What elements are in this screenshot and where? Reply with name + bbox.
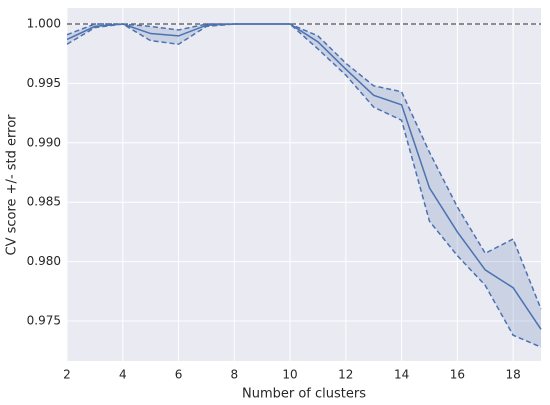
x-axis-label: Number of clusters xyxy=(242,387,366,402)
x-tick-label: 4 xyxy=(119,368,127,382)
x-tick-label: 6 xyxy=(175,368,183,382)
y-tick-label: 0.980 xyxy=(27,254,61,268)
x-tick-label: 12 xyxy=(338,368,353,382)
upper-line xyxy=(66,23,542,310)
x-tick-label: 8 xyxy=(230,368,238,382)
y-tick-label: 1.000 xyxy=(27,17,61,31)
y-axis-label: CV score +/- std error xyxy=(5,114,20,256)
plot-area xyxy=(67,8,541,361)
y-tick-label: 0.985 xyxy=(27,195,61,209)
x-tick-label: 18 xyxy=(505,368,520,382)
y-tick-label: 0.995 xyxy=(27,76,61,90)
y-tick-label: 0.990 xyxy=(27,135,61,149)
y-tick-label: 0.975 xyxy=(27,313,61,327)
x-tick-label: 2 xyxy=(63,368,71,382)
x-tick-label: 14 xyxy=(394,368,409,382)
error-band xyxy=(67,24,541,348)
x-tick-label: 16 xyxy=(450,368,465,382)
lower-line xyxy=(66,23,542,348)
mean-line xyxy=(66,23,542,330)
x-tick-label: 10 xyxy=(282,368,297,382)
